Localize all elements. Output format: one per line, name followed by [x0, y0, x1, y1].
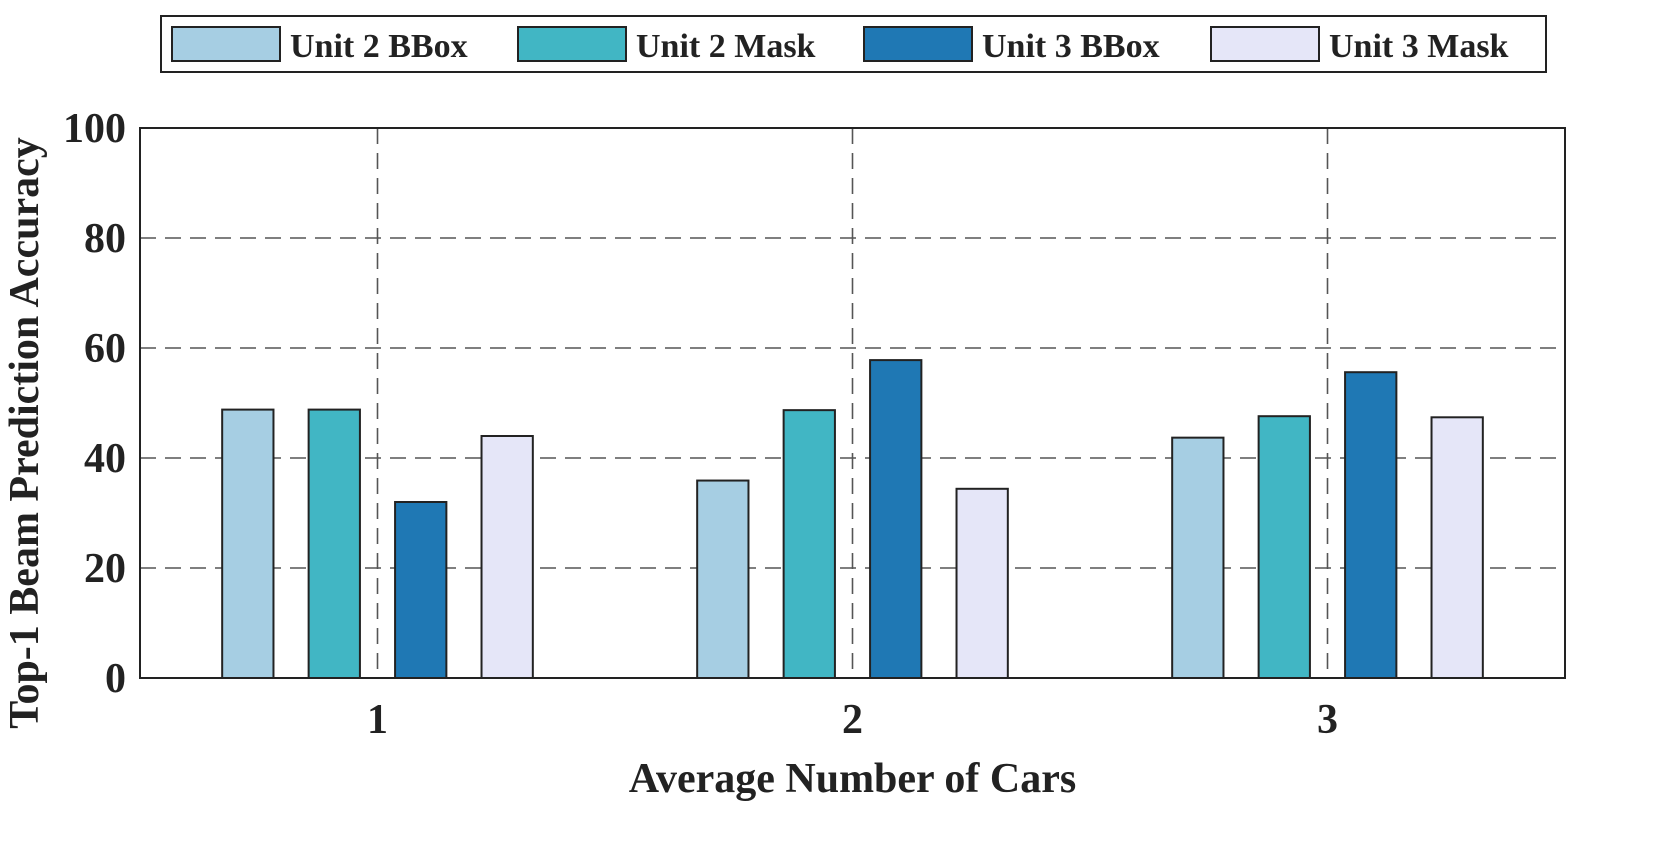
bar-unit-3-bbox-1: [394, 501, 448, 679]
legend-swatch: [1210, 26, 1320, 62]
y-tick-label: 0: [105, 656, 126, 702]
bar-unit-2-bbox-3: [1171, 436, 1225, 679]
legend-swatch: [863, 26, 973, 62]
legend-item: Unit 2 BBox: [171, 26, 468, 65]
bar-unit-3-bbox-3: [1344, 371, 1398, 679]
y-axis-title: Top-1 Beam Prediction Accuracy: [2, 137, 48, 728]
y-tick-label: 100: [63, 106, 126, 152]
x-axis-title: Average Number of Cars: [629, 756, 1077, 802]
bar-unit-3-mask-2: [955, 487, 1009, 679]
legend-label: Unit 2 Mask: [636, 28, 816, 65]
bar-unit-2-mask-3: [1257, 415, 1311, 679]
y-tick-label: 40: [84, 436, 126, 482]
bar-unit-2-mask-2: [782, 409, 836, 679]
legend-item: Unit 2 Mask: [517, 26, 816, 65]
bar-unit-2-bbox-2: [696, 479, 750, 679]
x-tick-label: 3: [1317, 697, 1338, 743]
plot-frame: [139, 127, 1566, 679]
bar-unit-3-mask-3: [1430, 416, 1484, 679]
legend-label: Unit 3 BBox: [982, 28, 1160, 65]
y-tick-label: 20: [84, 546, 126, 592]
x-tick-label: 1: [367, 697, 388, 743]
bar-unit-2-mask-1: [307, 408, 361, 679]
legend-swatch: [171, 26, 281, 62]
bars: [221, 359, 1484, 679]
legend-label: Unit 3 Mask: [1329, 28, 1509, 65]
y-tick-labels: 0 20 40 60 80 100: [63, 106, 126, 702]
legend-item: Unit 3 Mask: [1210, 26, 1509, 65]
bar-unit-3-bbox-2: [869, 359, 923, 679]
x-tick-labels: 1 2 3: [367, 697, 1338, 743]
legend-swatch: [517, 26, 627, 62]
bar-unit-2-bbox-1: [221, 408, 275, 679]
grid-lines: [140, 128, 1565, 678]
y-tick-label: 80: [84, 216, 126, 262]
x-tick-label: 2: [842, 697, 863, 743]
y-tick-label: 60: [84, 326, 126, 372]
legend-label: Unit 2 BBox: [290, 28, 468, 65]
bar-unit-3-mask-1: [480, 435, 534, 679]
legend-item: Unit 3 BBox: [863, 26, 1160, 65]
legend: Unit 2 BBox Unit 2 Mask Unit 3 BBox Unit 3 …: [160, 15, 1547, 73]
